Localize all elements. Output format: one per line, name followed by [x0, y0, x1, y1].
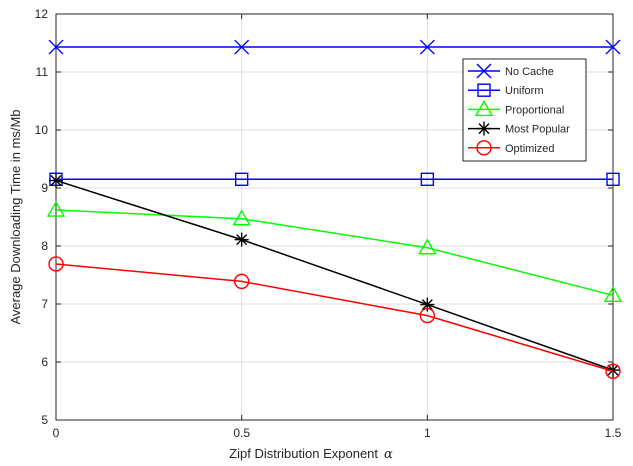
series-no-cache	[48, 39, 621, 55]
y-tick-label: 11	[36, 65, 49, 79]
data-point-most-popular	[606, 363, 620, 378]
legend-label: Uniform	[505, 85, 544, 97]
series-line-most-popular	[55, 179, 614, 371]
data-point-optimized	[233, 273, 250, 290]
legend-item-most-popular: Most Popular	[468, 121, 570, 136]
data-point-most-popular	[420, 297, 435, 312]
legend-label: Optimized	[505, 143, 555, 155]
data-point-no-cache	[419, 39, 435, 55]
data-point-proportional	[232, 209, 251, 226]
x-axis-label: Zipf Distribution Exponent α	[229, 446, 393, 462]
legend-marker	[476, 140, 492, 156]
legend-item-proportional: Proportional	[468, 99, 564, 117]
legend-label: Proportional	[505, 104, 564, 116]
y-tick-label: 8	[41, 239, 48, 253]
y-tick-label: 10	[35, 123, 49, 137]
legend-label: No Cache	[505, 66, 554, 78]
y-tick-label: 7	[41, 297, 48, 311]
series-line-proportional	[55, 209, 614, 297]
legend-marker	[474, 99, 494, 117]
series-proportional	[46, 200, 623, 302]
data-point-optimized	[419, 307, 436, 324]
y-tick-label: 12	[35, 7, 49, 21]
plot-frame	[55, 13, 614, 421]
data-point-no-cache	[234, 39, 250, 55]
series-optimized	[48, 256, 621, 379]
legend-item-uniform: Uniform	[468, 83, 544, 97]
data-point-uniform	[234, 172, 249, 187]
series-uniform	[49, 172, 620, 187]
y-tick-label: 6	[41, 355, 48, 369]
x-tick-label: 0	[53, 426, 60, 440]
legend-item-optimized: Optimized	[468, 140, 555, 156]
y-axis-label: Average Downloading Time in ms/Mb	[8, 109, 23, 324]
series-line-optimized	[55, 263, 614, 372]
series-most-popular	[49, 173, 620, 378]
x-tick-label: 1	[424, 426, 431, 440]
data-point-uniform	[420, 172, 435, 187]
data-point-most-popular	[49, 173, 63, 188]
axis-ticks: 0 0.5 1 1.5 5 6 7 8 9 10 11 12	[35, 7, 622, 440]
data-point-no-cache	[605, 39, 621, 55]
legend-marker	[477, 83, 491, 97]
legend-marker	[476, 63, 492, 79]
data-point-uniform	[606, 172, 620, 187]
data-point-no-cache	[48, 39, 64, 55]
legend-marker	[477, 121, 491, 136]
legend: No Cache Uniform Proportional Most Popular O…	[462, 58, 587, 162]
data-point-optimized	[48, 256, 64, 272]
data-point-most-popular	[234, 232, 249, 247]
x-tick-label: 0.5	[233, 426, 250, 440]
data-point-optimized	[605, 363, 621, 379]
y-tick-label: 9	[41, 181, 48, 195]
legend-item-no-cache: No Cache	[468, 63, 554, 79]
data-point-proportional	[418, 238, 437, 255]
y-tick-label: 5	[41, 413, 48, 427]
data-point-proportional	[46, 200, 66, 217]
series-layer	[46, 39, 623, 379]
legend-label: Most Popular	[505, 124, 570, 136]
x-tick-label: 1.5	[605, 426, 622, 440]
data-point-proportional	[603, 285, 623, 302]
